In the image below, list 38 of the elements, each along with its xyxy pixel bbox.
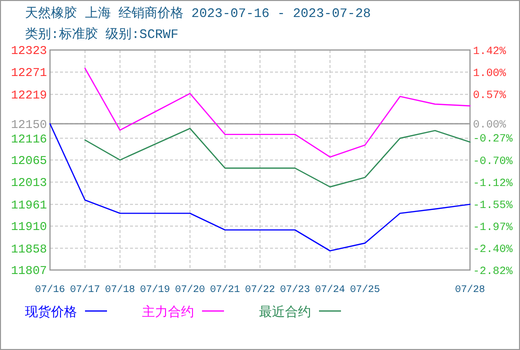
y2-tick-label: -0.27% — [473, 134, 514, 146]
y2-tick-label: 1.42% — [473, 46, 506, 58]
y2-tick-label: -2.82% — [473, 266, 514, 278]
x-tick-label: 07/17 — [70, 284, 100, 296]
y2-tick-label: -0.70% — [473, 156, 514, 168]
x-tick-label: 07/28 — [454, 284, 486, 296]
y-tick-label: 12271 — [10, 66, 47, 80]
y-tick-label: 12323 — [10, 44, 47, 58]
y2-tick-label: 0.57% — [473, 90, 506, 102]
x-tick-label: 07/20 — [174, 284, 206, 296]
chart-title: 天然橡胶 上海 经销商价格 2023-07-16 - 2023-07-28 — [25, 6, 371, 21]
x-tick-label: 07/21 — [210, 284, 240, 296]
y-tick-label: 12219 — [10, 88, 47, 102]
y2-tick-label: -1.97% — [473, 222, 514, 234]
y-tick-label: 12116 — [10, 132, 47, 146]
y2-tick-label: -1.12% — [473, 178, 514, 190]
x-tick-label: 07/23 — [280, 284, 310, 296]
x-tick-label: 07/19 — [140, 284, 170, 296]
y-tick-label: 12013 — [10, 176, 47, 190]
y2-tick-label: -2.40% — [473, 244, 514, 256]
x-tick-label: 07/18 — [104, 284, 136, 296]
y-tick-label: 11858 — [10, 242, 47, 256]
y2-tick-label: -1.55% — [473, 200, 514, 212]
x-tick-label: 07/22 — [244, 284, 276, 296]
legend-label: 主力合约 — [142, 304, 194, 320]
x-tick-label: 07/16 — [34, 284, 66, 296]
y-tick-label: 12065 — [10, 154, 47, 168]
chart-subtitle: 类别:标准胶 级别:SCRWF — [25, 27, 178, 42]
x-tick-label: 07/24 — [314, 284, 346, 296]
legend-label: 现货价格 — [25, 305, 77, 320]
y-tick-label: 12150 — [10, 118, 47, 132]
y-tick-label: 11961 — [10, 198, 47, 212]
y2-tick-label: 1.00% — [473, 68, 506, 80]
y-tick-label: 11910 — [10, 220, 47, 234]
y2-tick-label: 0.00% — [473, 120, 506, 132]
y-tick-label: 11807 — [10, 264, 47, 278]
legend-label: 最近合约 — [259, 305, 311, 320]
x-tick-label: 07/25 — [350, 284, 380, 296]
